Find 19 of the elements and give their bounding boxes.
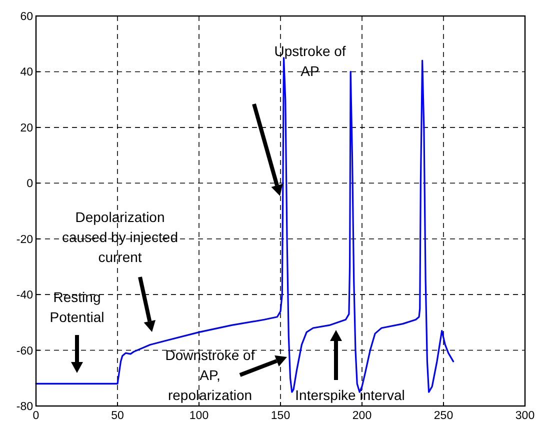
x-tick-label: 300 (515, 410, 535, 422)
y-tick-label: -40 (16, 290, 33, 302)
annotation: Downstroke of AP, repolarization (165, 347, 255, 403)
x-tick-label: 250 (434, 410, 454, 422)
annotation: Resting Potential (50, 289, 104, 325)
y-tick-label: -60 (16, 345, 33, 358)
annotation: Depolarization caused by injected current (62, 209, 178, 265)
y-tick-label: 20 (20, 122, 33, 134)
y-tick-label: 60 (20, 11, 33, 23)
x-tick-label: 100 (189, 410, 209, 422)
y-tick-label: -80 (16, 401, 33, 413)
x-tick-label: 150 (270, 410, 290, 422)
y-tick-label: -20 (16, 234, 33, 246)
x-tick-label: 50 (111, 410, 124, 422)
x-tick-label: 200 (352, 410, 372, 422)
annotation: Upstroke of AP (274, 43, 346, 79)
annotation: Interspike interval (295, 387, 405, 403)
y-tick-label: 0 (26, 178, 33, 190)
y-tick-label: 40 (20, 66, 33, 79)
